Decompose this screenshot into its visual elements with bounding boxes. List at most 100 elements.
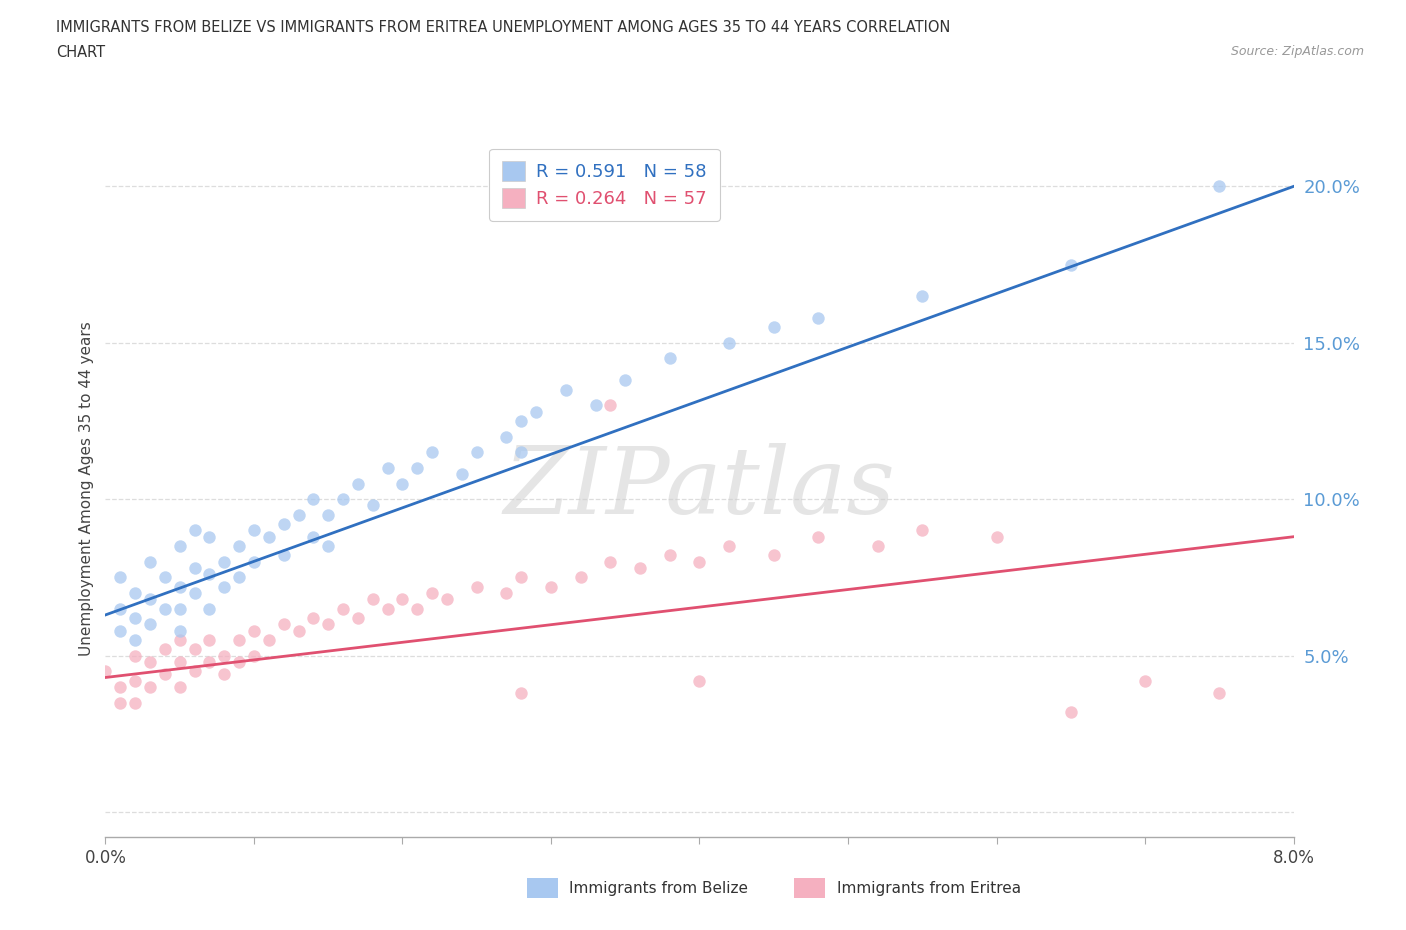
Text: Immigrants from Belize: Immigrants from Belize	[569, 881, 748, 896]
Point	[169, 632, 191, 647]
Point	[361, 591, 384, 606]
Point	[153, 570, 176, 585]
Point	[183, 642, 205, 657]
Point	[406, 460, 429, 475]
Point	[110, 695, 132, 710]
Point	[450, 467, 472, 482]
Point	[436, 591, 458, 606]
Point	[139, 617, 162, 631]
Point	[628, 561, 651, 576]
Point	[391, 476, 413, 491]
Point	[658, 351, 681, 365]
Point	[214, 554, 236, 569]
Point	[986, 529, 1008, 544]
Point	[420, 445, 443, 459]
Point	[510, 570, 533, 585]
Point	[110, 601, 132, 616]
Point	[866, 538, 889, 553]
Point	[243, 523, 266, 538]
Point	[718, 336, 741, 351]
Point	[124, 611, 146, 626]
Point	[361, 498, 384, 512]
Point	[169, 655, 191, 670]
Point	[243, 623, 266, 638]
Point	[718, 538, 741, 553]
Point	[228, 632, 250, 647]
Point	[273, 517, 295, 532]
Point	[169, 680, 191, 695]
Point	[554, 382, 576, 397]
Point	[406, 601, 429, 616]
Point	[153, 642, 176, 657]
Point	[257, 632, 280, 647]
Point	[214, 648, 236, 663]
Point	[510, 685, 533, 700]
Point	[139, 554, 162, 569]
Text: Immigrants from Eritrea: Immigrants from Eritrea	[837, 881, 1021, 896]
Point	[807, 529, 830, 544]
Point	[585, 398, 607, 413]
Point	[510, 414, 533, 429]
Point	[169, 601, 191, 616]
Point	[807, 311, 830, 325]
Point	[124, 648, 146, 663]
Point	[599, 398, 621, 413]
Point	[420, 586, 443, 601]
Point	[540, 579, 562, 594]
Point	[287, 508, 309, 523]
Point	[599, 554, 621, 569]
Point	[495, 430, 517, 445]
Point	[198, 655, 221, 670]
Point	[243, 554, 266, 569]
Point	[110, 623, 132, 638]
Point	[391, 591, 413, 606]
Point	[287, 623, 309, 638]
Point	[139, 680, 162, 695]
Point	[124, 695, 146, 710]
Point	[316, 617, 339, 631]
Point	[139, 591, 162, 606]
Point	[110, 570, 132, 585]
Point	[273, 617, 295, 631]
Point	[1133, 673, 1156, 688]
Point	[316, 538, 339, 553]
Point	[228, 538, 250, 553]
Point	[377, 601, 399, 616]
Point	[762, 548, 785, 563]
Point	[1060, 704, 1083, 719]
Point	[347, 611, 370, 626]
Point	[183, 561, 205, 576]
Point	[569, 570, 592, 585]
Point	[762, 320, 785, 335]
Legend: R = 0.591   N = 58, R = 0.264   N = 57: R = 0.591 N = 58, R = 0.264 N = 57	[489, 149, 720, 220]
Text: IMMIGRANTS FROM BELIZE VS IMMIGRANTS FROM ERITREA UNEMPLOYMENT AMONG AGES 35 TO : IMMIGRANTS FROM BELIZE VS IMMIGRANTS FRO…	[56, 20, 950, 35]
Point	[183, 523, 205, 538]
Point	[273, 548, 295, 563]
Point	[214, 667, 236, 682]
Point	[198, 566, 221, 581]
Point	[658, 548, 681, 563]
Text: ZIPatlas: ZIPatlas	[503, 444, 896, 533]
Point	[689, 554, 711, 569]
Point	[302, 529, 325, 544]
Point	[153, 601, 176, 616]
Point	[689, 673, 711, 688]
Point	[911, 523, 934, 538]
Point	[124, 632, 146, 647]
Point	[1060, 258, 1083, 272]
Point	[316, 508, 339, 523]
Point	[198, 529, 221, 544]
Point	[124, 586, 146, 601]
Point	[495, 586, 517, 601]
Point	[169, 623, 191, 638]
Text: CHART: CHART	[56, 45, 105, 60]
Point	[198, 601, 221, 616]
Point	[614, 373, 637, 388]
Point	[228, 655, 250, 670]
Point	[332, 601, 354, 616]
Point	[510, 445, 533, 459]
Point	[1208, 685, 1230, 700]
Point	[183, 664, 205, 679]
Point	[169, 538, 191, 553]
Point	[169, 579, 191, 594]
